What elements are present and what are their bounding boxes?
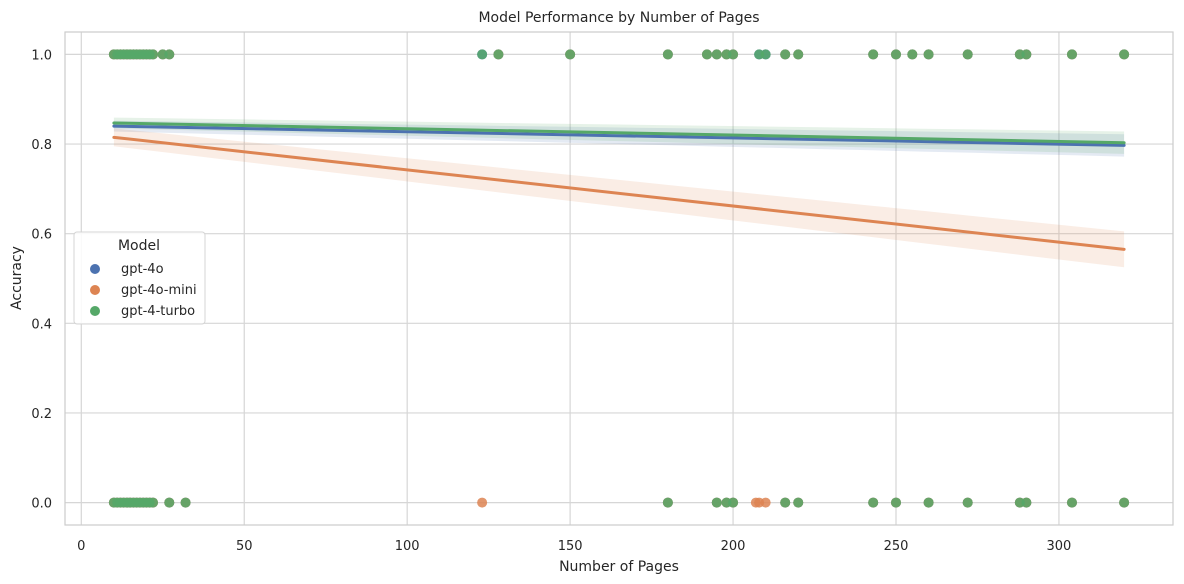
data-point-gpt-4o-mini: [760, 497, 771, 508]
data-point-gpt-4-turbo: [701, 49, 712, 60]
data-point-gpt-4-turbo: [1066, 497, 1077, 508]
y-axis-label: Accuracy: [9, 246, 25, 310]
legend-title: Model: [118, 238, 160, 254]
y-axis-ticks: 0.0 0.2 0.4 0.6 0.8 1.0: [31, 48, 52, 511]
data-point-gpt-4-turbo: [780, 497, 791, 508]
data-points: [108, 49, 1130, 508]
x-tick-label: 300: [1047, 539, 1072, 554]
data-point-gpt-4-turbo: [1021, 49, 1032, 60]
data-point-gpt-4-turbo: [147, 49, 158, 60]
y-tick-label: 0.2: [31, 407, 52, 422]
data-point-gpt-4-turbo: [891, 497, 901, 508]
x-tick-label: 100: [395, 539, 420, 554]
data-point-gpt-4-turbo: [1119, 49, 1130, 60]
data-point-gpt-4-turbo: [891, 49, 901, 60]
data-point-gpt-4-turbo: [760, 49, 771, 60]
data-point-gpt-4-turbo: [728, 49, 739, 60]
legend-box: [73, 231, 206, 325]
data-point-gpt-4-turbo: [180, 497, 191, 508]
data-point-gpt-4-turbo: [793, 49, 804, 60]
data-point-gpt-4-turbo: [728, 497, 739, 508]
data-point-gpt-4-turbo: [662, 497, 673, 508]
data-point-gpt-4-turbo: [907, 49, 918, 60]
data-point-gpt-4-turbo: [1021, 497, 1032, 508]
data-point-gpt-4-turbo: [923, 497, 934, 508]
x-axis-ticks: 0 50 100 150 200 250 300: [77, 539, 1071, 554]
regression-line-gpt-4o-mini: [112, 135, 1126, 251]
data-point-gpt-4-turbo: [1119, 497, 1130, 508]
data-point-gpt-4-turbo: [868, 497, 879, 508]
data-point-gpt-4-turbo: [962, 497, 973, 508]
data-point-gpt-4-turbo: [565, 49, 576, 60]
grid: [65, 32, 1173, 525]
y-tick-label: 0.6: [31, 228, 52, 243]
regression-lines: [112, 121, 1126, 251]
chart-title: Model Performance by Number of Pages: [478, 10, 759, 26]
legend-label-gpt-4-turbo: gpt-4-turbo: [121, 304, 195, 319]
confidence-band-gpt-4o-mini: [113, 128, 1125, 268]
x-tick-label: 150: [558, 539, 583, 554]
regression-line-gpt-4o: [112, 124, 1126, 147]
data-point-gpt-4-turbo: [493, 49, 504, 60]
data-point-gpt-4-turbo: [164, 497, 175, 508]
legend: Model gpt-4o gpt-4o-mini gpt-4-turbo: [73, 231, 206, 325]
data-point-gpt-4-turbo: [1066, 49, 1077, 60]
data-point-gpt-4-turbo: [662, 49, 673, 60]
x-tick-label: 200: [721, 539, 746, 554]
y-tick-label: 0.0: [31, 497, 52, 512]
data-point-gpt-4-turbo: [711, 497, 722, 508]
x-tick-label: 50: [236, 539, 253, 554]
data-point-gpt-4-turbo: [780, 49, 791, 60]
data-point-gpt-4-turbo: [793, 497, 804, 508]
x-axis-label: Number of Pages: [559, 559, 679, 575]
legend-label-gpt-4o: gpt-4o: [121, 262, 164, 277]
data-point-gpt-4-turbo: [147, 497, 158, 508]
data-point-gpt-4-turbo: [477, 49, 488, 60]
regression-line-gpt-4-turbo: [112, 121, 1126, 145]
data-point-gpt-4-turbo: [923, 49, 934, 60]
legend-marker-gpt-4o-mini: [90, 285, 100, 295]
legend-marker-gpt-4o: [90, 264, 100, 274]
legend-label-gpt-4o-mini: gpt-4o-mini: [121, 283, 197, 298]
plot-frame: [64, 31, 1174, 526]
y-tick-label: 1.0: [31, 48, 52, 63]
data-point-gpt-4o-mini: [477, 497, 488, 508]
data-point-gpt-4-turbo: [868, 49, 879, 60]
data-point-gpt-4-turbo: [711, 49, 722, 60]
data-point-gpt-4-turbo: [962, 49, 973, 60]
x-tick-label: 250: [884, 539, 909, 554]
y-tick-label: 0.8: [31, 138, 52, 153]
data-point-gpt-4-turbo: [164, 49, 175, 60]
legend-marker-gpt-4-turbo: [90, 306, 100, 316]
x-tick-label: 0: [77, 539, 85, 554]
y-tick-label: 0.4: [31, 317, 52, 332]
